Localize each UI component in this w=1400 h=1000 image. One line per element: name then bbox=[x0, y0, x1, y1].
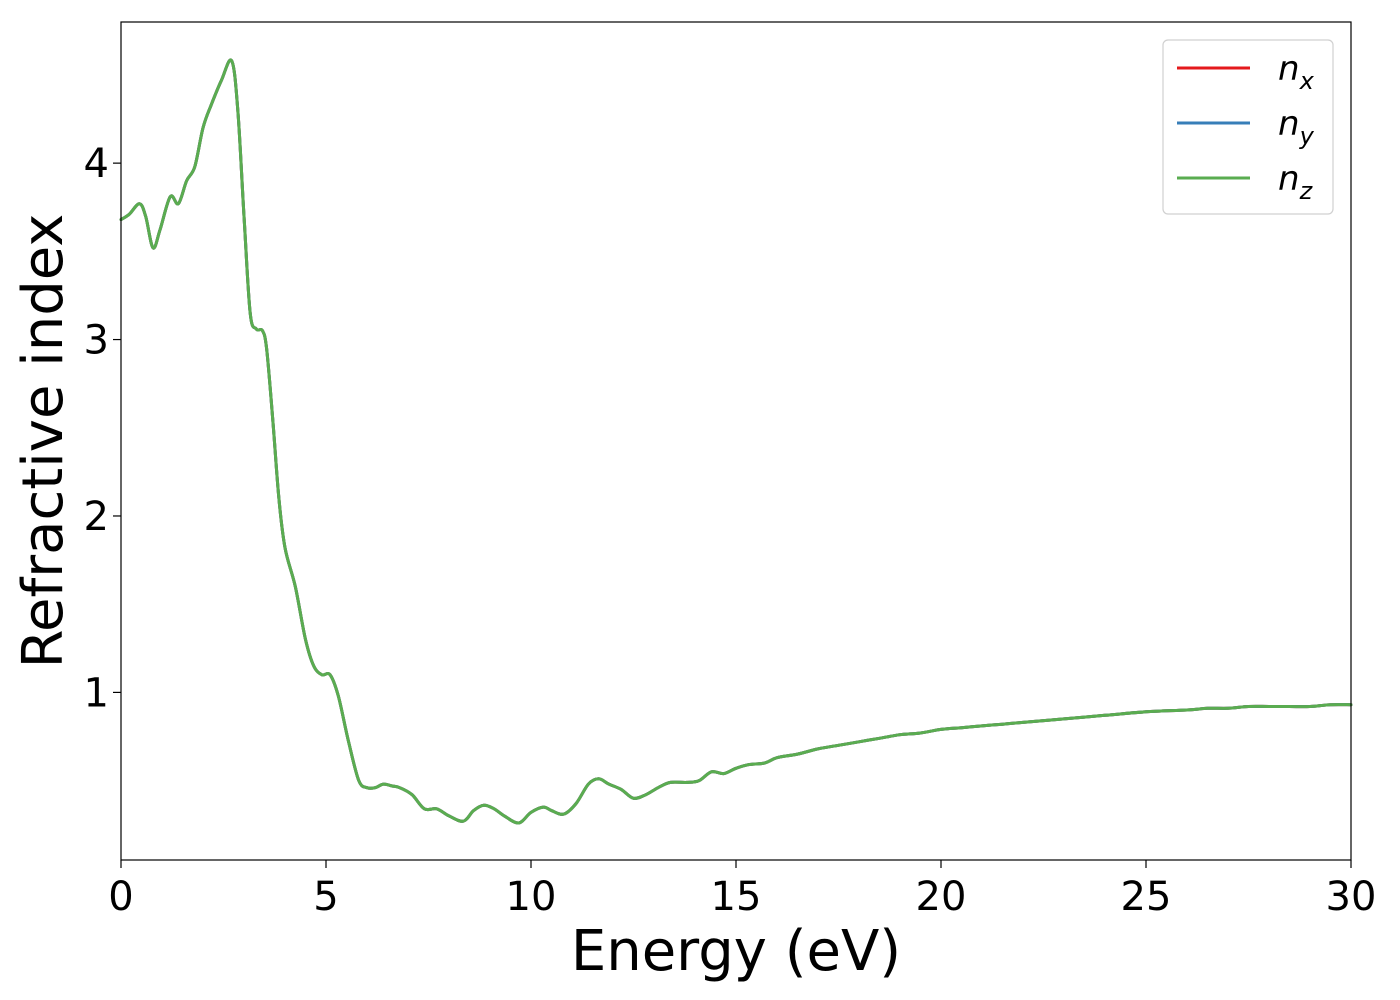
y-axis: 1 2 3 4 bbox=[84, 141, 121, 716]
legend: nx ny nz bbox=[1162, 39, 1334, 215]
legend-box bbox=[1162, 39, 1334, 215]
y-tick-label: 2 bbox=[84, 494, 109, 540]
x-axis: 0 5 10 15 20 25 30 bbox=[108, 860, 1376, 920]
x-tick-label: 20 bbox=[916, 874, 967, 920]
y-axis-title: Refractive index bbox=[11, 214, 76, 669]
x-axis-title: Energy (eV) bbox=[571, 919, 901, 984]
legend-label-z: nz bbox=[1278, 159, 1314, 205]
legend-label-x: nx bbox=[1278, 49, 1315, 95]
y-tick-label: 3 bbox=[84, 318, 109, 364]
legend-label-y: ny bbox=[1278, 104, 1315, 150]
x-tick-label: 30 bbox=[1326, 874, 1377, 920]
x-tick-label: 25 bbox=[1121, 874, 1172, 920]
y-tick-label: 1 bbox=[84, 670, 109, 716]
series-line-z bbox=[119, 58, 1353, 825]
x-tick-label: 10 bbox=[506, 874, 557, 920]
x-tick-label: 5 bbox=[313, 874, 338, 920]
y-tick-label: 4 bbox=[84, 141, 109, 187]
x-tick-label: 0 bbox=[108, 874, 133, 920]
x-tick-label: 15 bbox=[711, 874, 762, 920]
series-lines bbox=[119, 58, 1353, 825]
